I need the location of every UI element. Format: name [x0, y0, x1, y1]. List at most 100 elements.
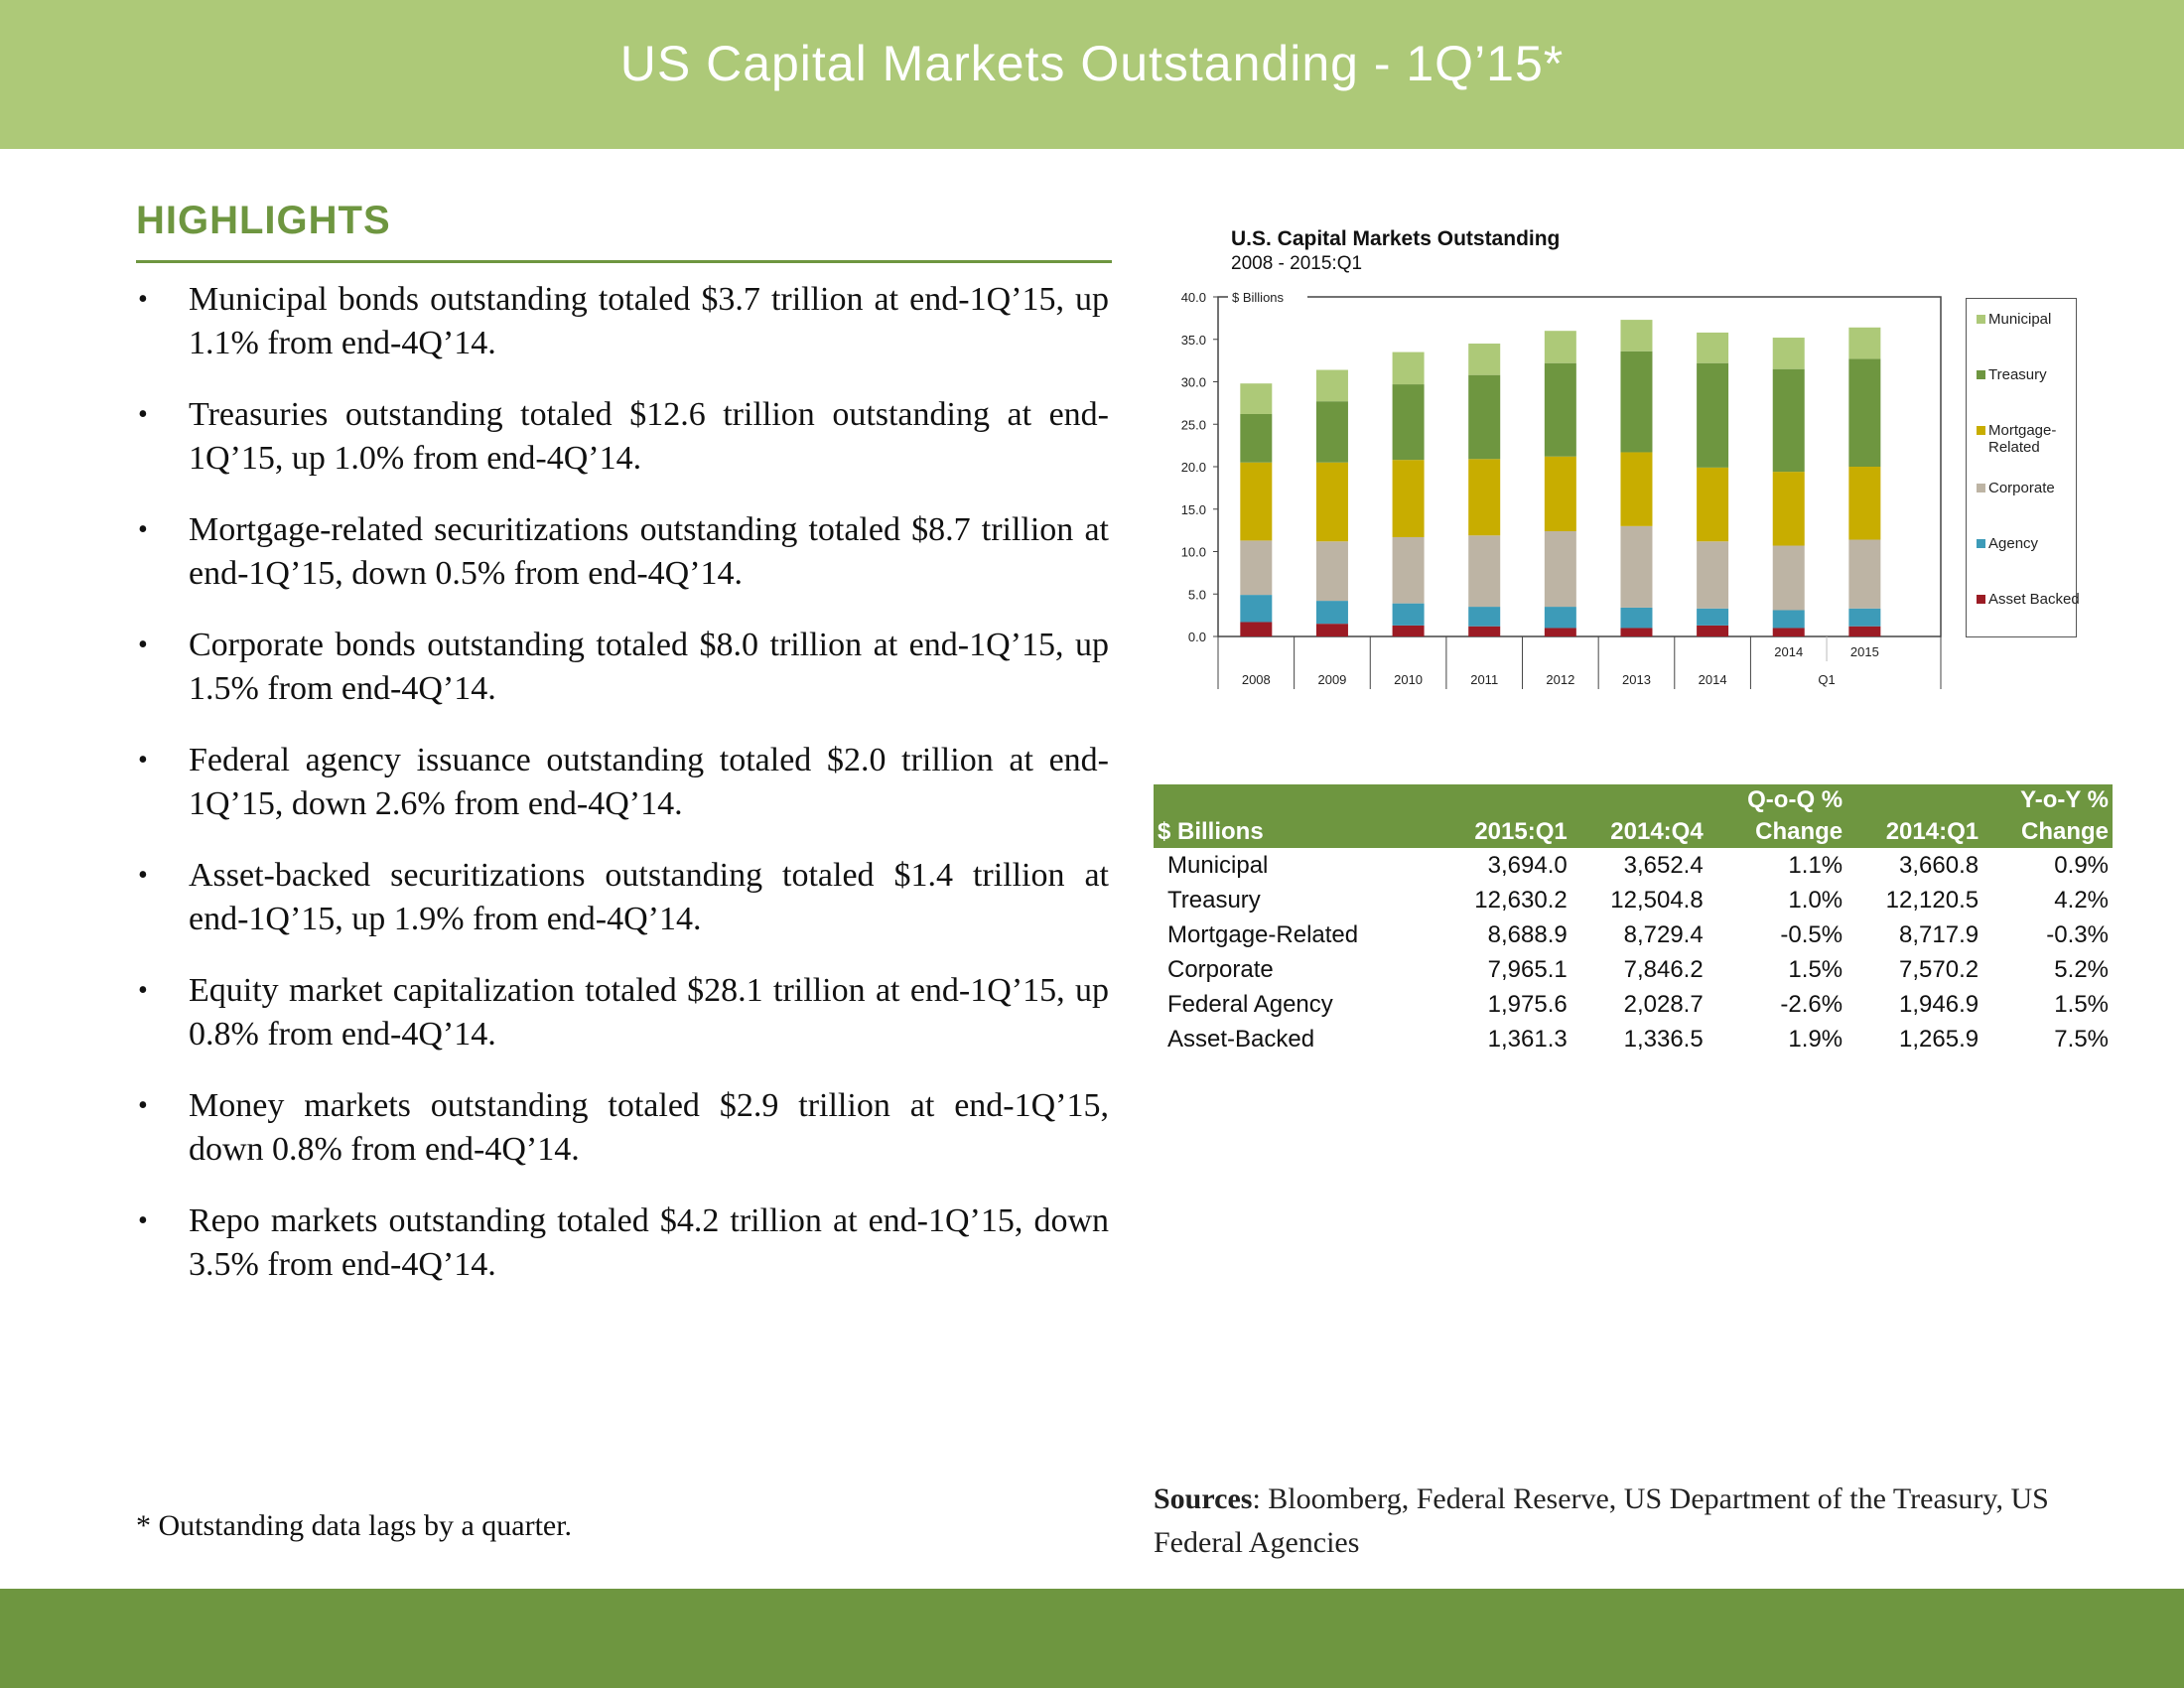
highlight-item: • Treasuries outstanding totaled $12.6 tr… [136, 393, 1109, 481]
y-tick-label: 25.0 [1181, 417, 1206, 432]
legend-swatch [1977, 370, 1985, 379]
chart-title: U.S. Capital Markets Outstanding [1231, 227, 1561, 250]
y-tick-label: 10.0 [1181, 545, 1206, 560]
y-tick-label: 20.0 [1181, 460, 1206, 475]
highlight-item: • Equity market capitalization totaled $2… [136, 969, 1109, 1056]
highlight-item: • Federal agency issuance outstanding tot… [136, 739, 1109, 826]
highlight-item: • Asset-backed securitizations outstandin… [136, 854, 1109, 941]
table-row: Municipal 3,694.0 3,652.4 1.1% 3,660.8 0… [1167, 851, 2109, 879]
bar-segment [1468, 535, 1501, 608]
x-group-label: Q1 [1818, 672, 1835, 687]
bar-segment [1468, 607, 1501, 627]
bullet-icon: • [138, 284, 148, 315]
col-header-qoq-change: Change [1706, 816, 1847, 848]
highlights-heading: HIGHLIGHTS [136, 199, 391, 242]
y-tick-label: 30.0 [1181, 375, 1206, 390]
bar-segment [1697, 332, 1729, 363]
bar-segment [1468, 344, 1501, 375]
outstanding-table: Q-o-Q % Y-o-Y % $ Billions 2015:Q1 2014:… [1154, 784, 2113, 1056]
bar-segment [1468, 626, 1501, 636]
bar-segment [1544, 331, 1576, 363]
bar-segment [1392, 536, 1425, 604]
highlight-item: • Corporate bonds outstanding totaled $8.… [136, 624, 1109, 711]
bar-segment [1848, 327, 1881, 359]
bullet-icon: • [138, 745, 148, 775]
legend-swatch [1977, 426, 1985, 435]
y-axis-label-bg [1228, 288, 1307, 306]
table-row: Mortgage-Related 8,688.9 8,729.4 -0.5% 8… [1167, 920, 2109, 948]
bar-segment [1697, 467, 1729, 542]
chart-subtitle: 2008 - 2015:Q1 [1231, 253, 1363, 274]
bullet-icon: • [138, 630, 148, 660]
x-tick-label: 2015 [1850, 644, 1879, 659]
bar-segment [1392, 352, 1425, 385]
stacked-bar-chart: 0.0 5.0 10.0 15.0 20.0 25.0 30.0 35.0 40.0 $ Bill… [1181, 288, 1942, 689]
bar-segment [1772, 610, 1805, 629]
x-group-label: 2014 [1699, 672, 1727, 687]
x-group-label: 2008 [1242, 672, 1271, 687]
footer-bar [0, 1589, 2184, 1688]
y-axis-label: $ Billions [1232, 290, 1285, 305]
table-row: Corporate 7,965.1 7,846.2 1.5% 7,570.2 5… [1167, 955, 2109, 983]
bar-segment [1315, 401, 1348, 463]
bar-segment [1240, 622, 1273, 636]
bar-segment [1240, 413, 1273, 463]
bar-segment [1544, 607, 1576, 629]
bar-segment [1392, 603, 1425, 626]
bar-segment [1544, 530, 1576, 608]
page-title: US Capital Markets Outstanding - 1Q’15* [619, 36, 1565, 91]
table-header-row: $ Billions 2015:Q1 2014:Q4 Change 2014:Q… [1154, 816, 2113, 848]
y-tick-label: 15.0 [1181, 502, 1206, 517]
bar-segment [1848, 626, 1881, 636]
highlights-list: • Municipal bonds outstanding totaled $3.… [136, 278, 1109, 1315]
y-tick-label: 5.0 [1188, 587, 1206, 602]
bar-segment [1620, 628, 1653, 636]
bar-segment [1620, 351, 1653, 453]
bar-segment [1772, 368, 1805, 473]
bar-segment [1392, 625, 1425, 636]
bar-segment [1772, 628, 1805, 636]
chart-legend: Municipal Treasury Mortgage-Related Corp… [1966, 298, 2080, 637]
y-tick-label: 40.0 [1181, 290, 1206, 305]
bar-segment [1697, 608, 1729, 626]
bullet-icon: • [138, 399, 148, 430]
bar-segment [1544, 628, 1576, 636]
bar-segment [1620, 607, 1653, 629]
bar-segment [1697, 541, 1729, 609]
x-group-label: 2013 [1622, 672, 1651, 687]
highlights-divider [136, 260, 1112, 263]
bar-segment [1620, 320, 1653, 352]
x-group-label: 2012 [1546, 672, 1574, 687]
bar-segment [1848, 539, 1881, 609]
bar-segment [1240, 383, 1273, 414]
col-header-yoy-change: Change [1982, 816, 2113, 848]
x-group-label: 2011 [1470, 672, 1498, 687]
bar-segment [1620, 452, 1653, 526]
header-bar: US Capital Markets Outstanding - 1Q’15* [0, 0, 2184, 149]
table-row: Treasury 12,630.2 12,504.8 1.0% 12,120.5… [1167, 886, 2109, 914]
bullet-icon: • [138, 1090, 148, 1121]
x-group-label: 2009 [1317, 672, 1346, 687]
bar-segment [1620, 525, 1653, 608]
footnote: * Outstanding data lags by a quarter. [136, 1509, 573, 1542]
sources-note: Sources: Bloomberg, Federal Reserve, US … [1154, 1482, 2049, 1559]
highlight-item: • Municipal bonds outstanding totaled $3.… [136, 278, 1109, 365]
legend-swatch [1977, 484, 1985, 492]
bar-segment [1240, 462, 1273, 541]
col-header-2014q4: 2014:Q4 [1570, 816, 1707, 848]
bar-segment [1315, 369, 1348, 402]
bar-segment [1772, 472, 1805, 546]
bar-segment [1772, 338, 1805, 369]
bullet-icon: • [138, 1205, 148, 1236]
bar-segment [1315, 462, 1348, 542]
col-header-label: $ Billions [1154, 816, 1435, 848]
bullet-icon: • [138, 860, 148, 891]
legend-swatch [1977, 315, 1985, 324]
y-tick-label: 35.0 [1181, 333, 1206, 348]
bar-segment [1392, 384, 1425, 461]
x-tick-label: 2014 [1774, 644, 1803, 659]
col-header-qoq-top: Q-o-Q % [1706, 784, 1847, 816]
bar-segment [1848, 608, 1881, 627]
table-row: Federal Agency 1,975.6 2,028.7 -2.6% 1,9… [1167, 990, 2109, 1018]
bar-segment [1315, 601, 1348, 625]
